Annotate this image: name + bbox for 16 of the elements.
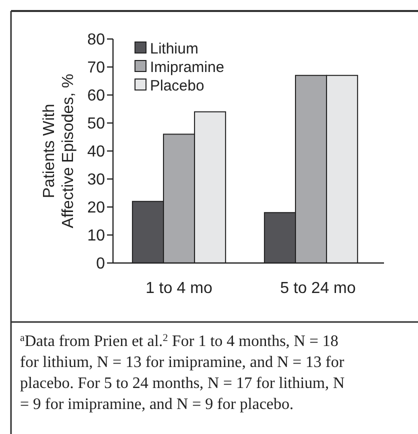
text: $^{a}$Data from Prien et al.$^{2}$ For 1 to 4 months, N = 18 for lithium, N = 13 for imipramine, and N = 13 for placebo. For 5 to 24 months, N = 17 for lithium, N = 9 for imipramine, and N = 9 for placebo. [20, 332, 345, 413]
y-tick-label: 80 [87, 32, 106, 49]
y-tick-label: 10 [87, 228, 106, 245]
x-tick-label: 1 to 4 mo [146, 280, 212, 297]
legend-label: Imipramine [150, 58, 224, 76]
y-tick-label: 60 [87, 88, 106, 105]
legend-label: Lithium [150, 40, 198, 58]
x-tick-label: 5 to 24 mo [280, 280, 356, 297]
y-axis-title: Patients With Affective Episodes, % [41, 74, 77, 228]
y-tick-label: 40 [87, 144, 106, 161]
y-tick-label: 0 [96, 256, 106, 273]
y-tick-label: 20 [87, 200, 106, 217]
y-tick-label: 30 [87, 172, 106, 189]
legend-label: Placebo [150, 77, 204, 94]
y-tick-label: 50 [87, 116, 106, 133]
y-tick-label: 70 [87, 60, 106, 77]
